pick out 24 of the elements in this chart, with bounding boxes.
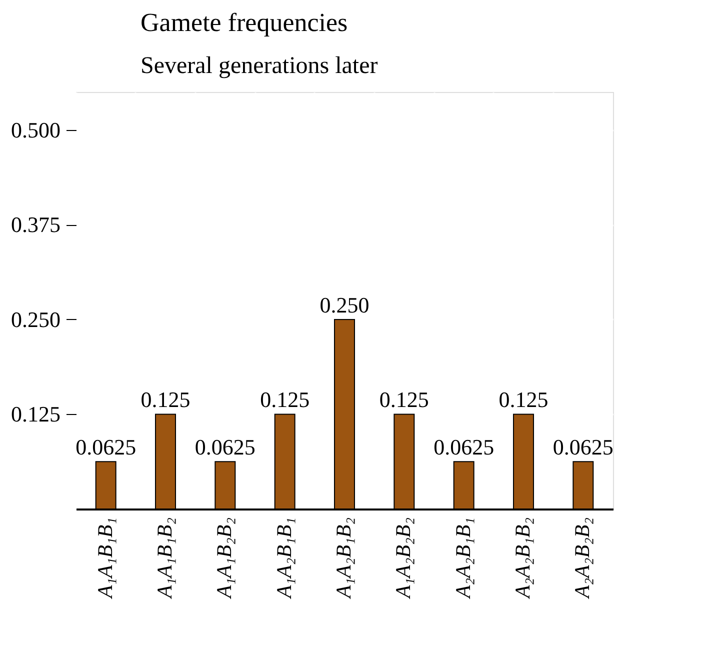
x-tick-label: A₁A₂B₁B₂ xyxy=(332,518,356,600)
data-label: 0.125 xyxy=(140,387,190,412)
x-tick-label: A₂A₂B₂B₂ xyxy=(570,518,594,600)
x-tick-label: A₁A₂B₁B₁ xyxy=(272,518,296,600)
x-tick-label: A₂A₂B₁B₂ xyxy=(510,518,534,600)
y-tick-label: 0.125 xyxy=(11,402,60,427)
x-tick-label: A₁A₁B₂B₂ xyxy=(212,518,236,600)
data-label: 0.250 xyxy=(320,292,370,318)
data-label: 0.0625 xyxy=(76,434,136,460)
data-label: 0.125 xyxy=(498,387,548,412)
data-label: 0.125 xyxy=(260,387,310,412)
x-tick-label: A₁A₁B₁B₂ xyxy=(152,518,176,600)
x-tick-label: A₁A₁B₁B₁ xyxy=(92,518,117,600)
chart-subtitle: Several generations later xyxy=(140,53,378,79)
y-tick-label: 0.500 xyxy=(11,117,60,142)
data-label: 0.0625 xyxy=(194,434,256,460)
chart-title: Gamete frequencies xyxy=(140,8,348,37)
data-label: 0.125 xyxy=(379,387,429,412)
x-tick-label: A₁A₂B₂B₂ xyxy=(391,518,416,600)
y-tick-label: 0.250 xyxy=(11,306,60,332)
y-tick-label: 0.375 xyxy=(11,212,60,238)
x-tick-label: A₂A₂B₁B₁ xyxy=(450,518,475,600)
data-label: 0.0625 xyxy=(552,434,614,460)
data-label: 0.0625 xyxy=(434,434,494,460)
